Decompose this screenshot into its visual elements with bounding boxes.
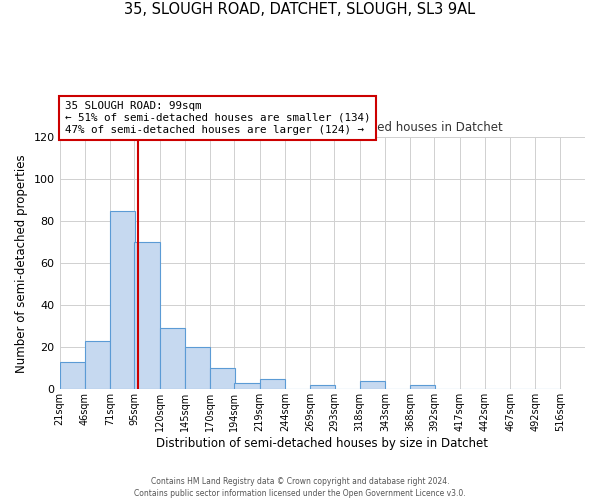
Bar — [235, 383, 260, 390]
Bar — [160, 328, 185, 390]
Bar — [410, 385, 436, 390]
Bar — [59, 362, 85, 390]
Bar — [310, 385, 335, 390]
Title: Size of property relative to semi-detached houses in Datchet: Size of property relative to semi-detach… — [142, 122, 503, 134]
Bar — [85, 341, 110, 390]
Bar — [134, 242, 160, 390]
Bar — [185, 348, 210, 390]
Text: 35 SLOUGH ROAD: 99sqm
← 51% of semi-detached houses are smaller (134)
47% of sem: 35 SLOUGH ROAD: 99sqm ← 51% of semi-deta… — [65, 102, 370, 134]
X-axis label: Distribution of semi-detached houses by size in Datchet: Distribution of semi-detached houses by … — [156, 437, 488, 450]
Bar — [210, 368, 235, 390]
Y-axis label: Number of semi-detached properties: Number of semi-detached properties — [15, 154, 28, 372]
Text: Contains HM Land Registry data © Crown copyright and database right 2024.
Contai: Contains HM Land Registry data © Crown c… — [134, 476, 466, 498]
Bar — [260, 379, 285, 390]
Bar — [359, 381, 385, 390]
Text: 35, SLOUGH ROAD, DATCHET, SLOUGH, SL3 9AL: 35, SLOUGH ROAD, DATCHET, SLOUGH, SL3 9A… — [124, 2, 476, 18]
Bar — [110, 210, 136, 390]
